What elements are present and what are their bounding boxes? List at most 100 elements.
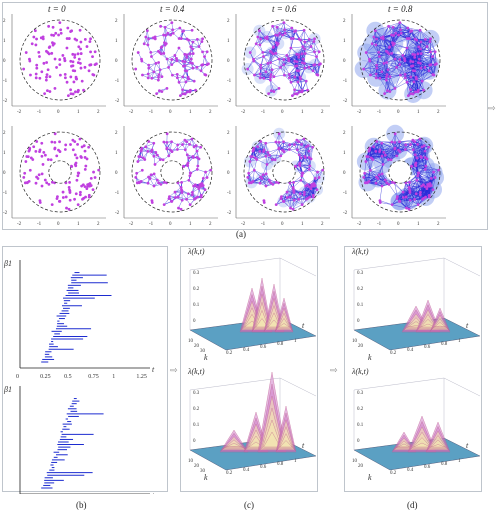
data-point [299, 178, 303, 182]
data-point [165, 147, 169, 151]
edge [369, 52, 379, 60]
data-point [378, 55, 381, 58]
data-point [298, 77, 302, 81]
tick-label: -2 [129, 222, 134, 227]
edge [267, 52, 273, 64]
data-point [267, 178, 271, 182]
edge [168, 59, 172, 68]
edge [394, 182, 398, 197]
data-point [387, 24, 391, 28]
data-point [393, 147, 397, 151]
edge [301, 175, 308, 185]
data-point [275, 25, 279, 29]
tick-label: -2 [241, 222, 246, 227]
data-point [374, 149, 378, 153]
data-point [28, 148, 31, 152]
data-point [249, 155, 253, 158]
data-point [89, 184, 93, 187]
data-point [191, 155, 195, 158]
data-point [371, 158, 375, 161]
edge [393, 44, 407, 49]
data-point [53, 140, 57, 144]
data-point [433, 50, 437, 54]
edge [416, 67, 426, 79]
data-point [307, 65, 311, 69]
data-point [165, 132, 169, 136]
inner-circle [160, 160, 184, 184]
data-point [282, 140, 285, 144]
data-point [246, 67, 250, 71]
data-point [264, 172, 268, 176]
data-point [301, 45, 305, 49]
data-point [76, 203, 80, 207]
edge [260, 76, 271, 79]
data-point [161, 158, 165, 162]
data-point [296, 80, 300, 84]
data-point [175, 76, 179, 80]
time-label: t = 0.6 [272, 4, 297, 14]
data-point [40, 184, 44, 188]
edge [372, 159, 384, 165]
edge [300, 30, 305, 41]
edge [396, 192, 411, 199]
data-point [64, 143, 68, 147]
data-point [152, 70, 156, 74]
data-point [435, 62, 438, 66]
data-point [75, 178, 79, 182]
data-point [409, 143, 412, 146]
data-point [252, 168, 256, 172]
data-point [428, 40, 432, 44]
edge [178, 200, 183, 209]
data-point [403, 59, 407, 62]
data-point [297, 140, 301, 144]
data-point [385, 181, 389, 185]
data-point [411, 52, 415, 56]
data-point [252, 57, 255, 61]
data-point [88, 63, 92, 67]
edge [422, 186, 426, 200]
data-point [413, 140, 417, 144]
edge [283, 64, 290, 75]
edge [408, 175, 419, 188]
data-point [195, 149, 199, 153]
data-point [304, 184, 308, 188]
edge [410, 144, 423, 148]
edge [171, 144, 178, 152]
edge [383, 38, 394, 46]
data-point [373, 29, 377, 33]
edge [300, 180, 312, 185]
data-point [262, 55, 265, 58]
data-point [79, 155, 83, 158]
edge [385, 154, 397, 157]
data-point [183, 69, 187, 73]
edge [416, 70, 430, 79]
edge [183, 29, 193, 32]
data-point [91, 73, 95, 76]
data-point [416, 174, 420, 178]
edge [253, 149, 264, 152]
tick-label: 1 [115, 151, 118, 156]
data-point [87, 69, 91, 73]
data-point [401, 196, 405, 199]
data-point [386, 158, 390, 161]
data-point [380, 184, 384, 188]
data-point [262, 76, 266, 80]
edge [412, 53, 422, 62]
data-point [77, 57, 81, 61]
data-point [321, 168, 325, 172]
edge [166, 58, 169, 68]
data-point [93, 176, 97, 179]
data-point [173, 196, 177, 199]
data-point [50, 140, 54, 144]
data-point [297, 37, 301, 41]
edge [419, 30, 426, 40]
edge [381, 173, 393, 183]
data-point [419, 190, 422, 194]
edge [382, 155, 386, 165]
edge [297, 149, 305, 157]
data-point [374, 72, 378, 76]
edge [425, 165, 434, 173]
data-point [201, 176, 205, 180]
edge [385, 148, 395, 156]
edge [399, 139, 413, 143]
